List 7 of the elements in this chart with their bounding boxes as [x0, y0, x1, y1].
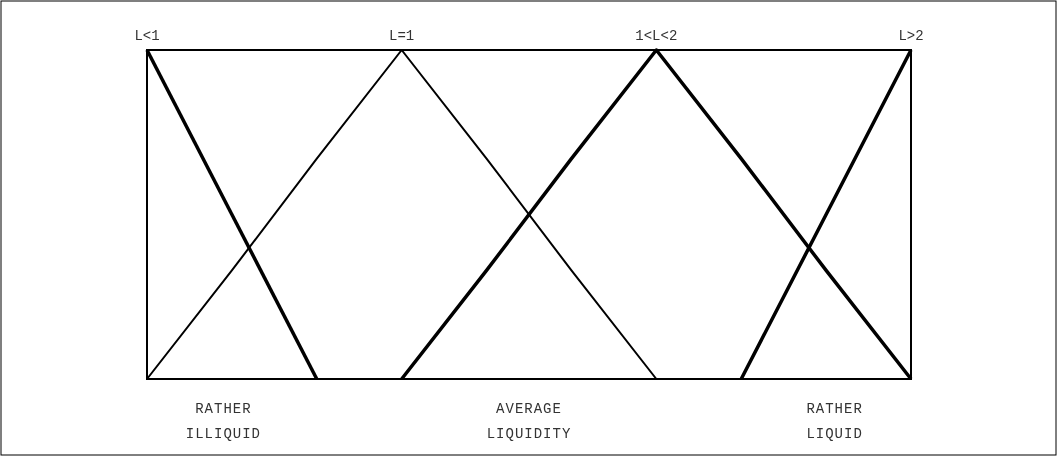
x-tick-label: L=1 [389, 28, 415, 44]
text: AVERAGE LIQUIDITY [486, 401, 572, 442]
x-tick-label: L>2 [898, 28, 924, 44]
text: RATHER ILLIQUID [185, 401, 262, 442]
x-tick-label: 1<L<2 [635, 28, 678, 44]
x-tick-label: L<1 [134, 28, 160, 44]
text: RATHER LIQUID [806, 401, 863, 442]
